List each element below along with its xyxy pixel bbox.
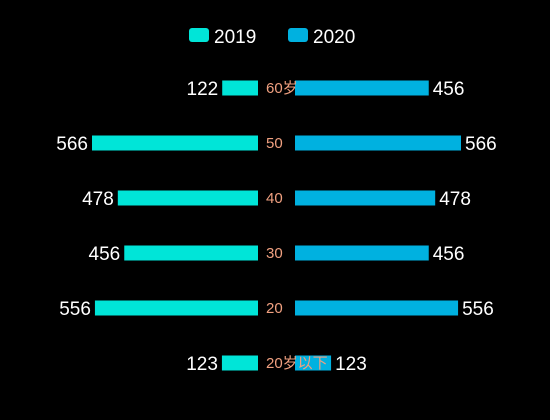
chart-legend: 2019 2020 — [189, 27, 355, 48]
category-label-4: 20 — [266, 300, 283, 317]
bar-2019-4 — [94, 300, 258, 316]
bar-2019-0 — [222, 80, 258, 96]
category-label-3: 30 — [266, 245, 283, 262]
chart-bars: 122 456 60岁 566 566 50 478 478 40 456 456 30 556 556 2… — [56, 79, 496, 375]
category-label-2: 40 — [266, 190, 283, 207]
bar-2020-4 — [295, 300, 459, 316]
bar-2020-0 — [295, 80, 429, 96]
bar-2020-3 — [295, 245, 429, 261]
value-label-2019-5: 123 — [186, 354, 218, 375]
value-label-2020-4: 556 — [462, 299, 494, 320]
value-label-2019-2: 478 — [82, 189, 114, 210]
category-label-1: 50 — [266, 135, 283, 152]
legend-swatch-2020 — [288, 28, 308, 42]
legend-swatch-2019 — [189, 28, 209, 42]
bar-2019-2 — [117, 190, 258, 206]
bar-2020-1 — [295, 135, 461, 151]
category-label-5: 20岁以下 — [266, 355, 328, 372]
value-label-2020-0: 456 — [433, 79, 465, 100]
legend-label-2019: 2019 — [214, 27, 256, 48]
bar-2019-3 — [124, 245, 259, 261]
value-label-2019-1: 566 — [56, 134, 88, 155]
value-label-2020-3: 456 — [433, 244, 465, 265]
value-label-2019-4: 556 — [59, 299, 91, 320]
value-label-2019-3: 456 — [89, 244, 121, 265]
value-label-2020-5: 123 — [335, 354, 367, 375]
bar-2020-2 — [295, 190, 436, 206]
value-label-2019-0: 122 — [187, 79, 219, 100]
legend-label-2020: 2020 — [313, 27, 355, 48]
bar-2019-1 — [92, 135, 258, 151]
bar-2020-5 — [295, 355, 332, 371]
bar-2019-5 — [221, 355, 258, 371]
value-label-2020-1: 566 — [465, 134, 497, 155]
value-label-2020-2: 478 — [439, 189, 471, 210]
category-label-0: 60岁 — [266, 80, 298, 97]
